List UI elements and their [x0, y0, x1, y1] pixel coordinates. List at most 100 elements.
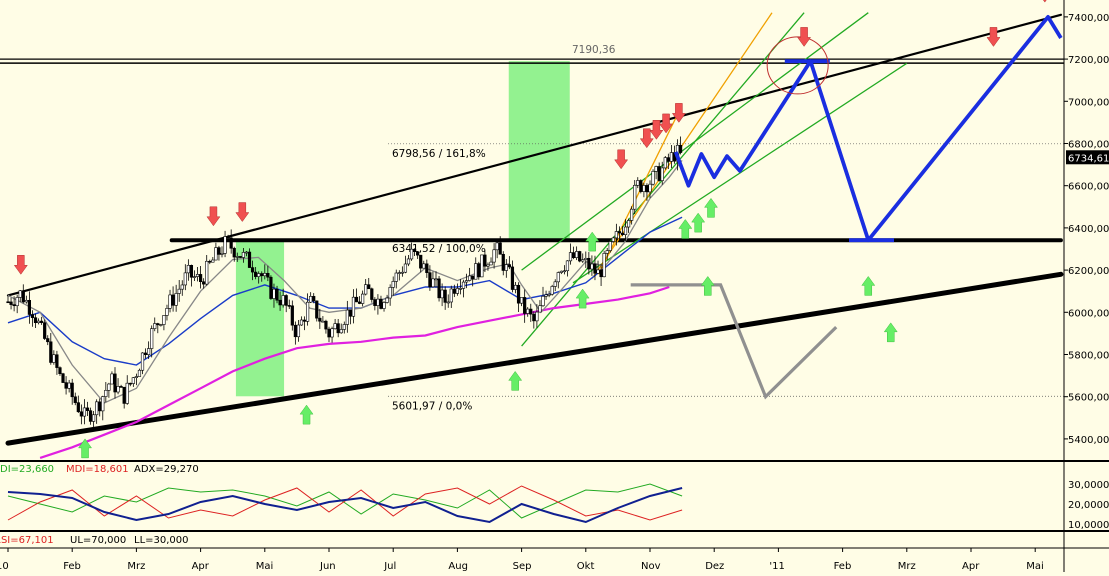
- time-tick-label: Aug: [448, 561, 468, 572]
- candle-body: [590, 263, 594, 270]
- fib-zone-2: [508, 61, 570, 241]
- candle-body: [40, 320, 44, 323]
- candle-body: [663, 157, 667, 169]
- candle-body: [266, 272, 270, 278]
- candle-body: [669, 152, 673, 162]
- candle-body: [412, 248, 417, 252]
- candle-body: [654, 166, 658, 172]
- candle-body: [568, 252, 573, 262]
- candle-body: [578, 251, 582, 262]
- candle-body: [211, 259, 215, 263]
- axis-background: [1064, 0, 1109, 572]
- candle-body: [119, 386, 123, 388]
- time-tick-label: Jul: [383, 561, 396, 572]
- candle-body: [523, 297, 527, 314]
- up-arrow: [691, 212, 706, 233]
- candle-body: [373, 299, 377, 306]
- candle-body: [605, 250, 609, 254]
- up-arrow: [883, 322, 898, 343]
- level-label: 5601,97 / 0,0%: [392, 400, 472, 412]
- candle-body: [562, 270, 566, 273]
- candle-body: [379, 298, 383, 309]
- candle-body: [321, 320, 325, 323]
- time-tick-label: Jun: [319, 561, 336, 572]
- candle-body: [581, 259, 585, 262]
- down-arrow: [1042, 0, 1047, 3]
- candle-body: [309, 296, 313, 303]
- candle-body: [480, 254, 484, 278]
- price-tick-label: 6000,00: [1068, 308, 1109, 319]
- candle-body: [633, 185, 637, 210]
- candle-body: [357, 301, 362, 304]
- candle-body: [82, 407, 87, 417]
- up-arrow: [700, 275, 715, 296]
- down-arrow: [659, 113, 674, 134]
- adx-line: [7, 487, 683, 524]
- candle-body: [330, 328, 334, 338]
- candle-body: [443, 289, 447, 303]
- candle-body: [535, 311, 539, 322]
- candle-body: [519, 297, 524, 304]
- candle-body: [660, 167, 664, 181]
- time-tick-label: Mai: [256, 561, 274, 572]
- candle-body: [504, 264, 508, 271]
- candle-body: [64, 382, 68, 389]
- candle-body: [9, 301, 13, 305]
- candle-body: [617, 231, 622, 234]
- candle-body: [159, 324, 163, 326]
- candle-body: [232, 247, 236, 258]
- candle-body: [614, 231, 618, 239]
- candle-body: [593, 263, 597, 274]
- projection-blue-path: [673, 14, 1063, 243]
- level-label: 7190,36: [572, 44, 616, 56]
- candle-body: [440, 289, 444, 299]
- candle-body: [474, 263, 478, 280]
- candle-body: [587, 257, 591, 270]
- candle-body: [101, 396, 105, 412]
- candle-body: [128, 382, 132, 385]
- candle-body: [477, 263, 481, 278]
- candle-body: [296, 324, 301, 338]
- candle-body: [15, 297, 19, 307]
- rsi-panel: RSI=67,101 UL=70,000 LL=30,000: [0, 535, 189, 546]
- price-tick-label: 7000,00: [1068, 97, 1109, 108]
- candle-body: [529, 308, 533, 315]
- candle-body: [174, 293, 178, 306]
- candle-body: [639, 180, 643, 192]
- candle-body: [501, 253, 505, 271]
- candle-body: [449, 288, 453, 303]
- up-arrow: [78, 438, 93, 459]
- candle-body: [599, 269, 603, 278]
- candle-body: [287, 305, 291, 307]
- candle-body: [657, 166, 661, 181]
- down-arrow: [671, 103, 686, 123]
- candle-body: [510, 266, 515, 290]
- candle-body: [538, 305, 542, 313]
- candle-body: [27, 299, 32, 315]
- candle-body: [461, 281, 466, 289]
- time-tick-label: Apr: [962, 561, 980, 572]
- time-tick-label: Feb: [63, 561, 81, 572]
- down-arrow: [235, 202, 250, 222]
- projection-gray-path: [630, 283, 838, 400]
- dmi-tick-label: 30,0000: [1068, 480, 1109, 491]
- candle-body: [110, 373, 114, 385]
- candle-body: [495, 242, 499, 251]
- candle-body: [113, 373, 117, 393]
- candle-body: [678, 144, 683, 153]
- candle-body: [324, 320, 328, 330]
- candle-body: [559, 270, 563, 273]
- candle-body: [446, 301, 450, 304]
- candle-body: [584, 257, 588, 260]
- candle-body: [223, 236, 227, 254]
- candles: [6, 136, 683, 428]
- candle-body: [49, 341, 53, 363]
- time-tick-label: Mai: [1026, 561, 1044, 572]
- price-tick-label: 7200,00: [1068, 55, 1109, 66]
- candle-body: [36, 320, 41, 324]
- candle-body: [422, 263, 426, 269]
- fib-zone-1: [235, 240, 285, 397]
- candle-body: [565, 260, 570, 272]
